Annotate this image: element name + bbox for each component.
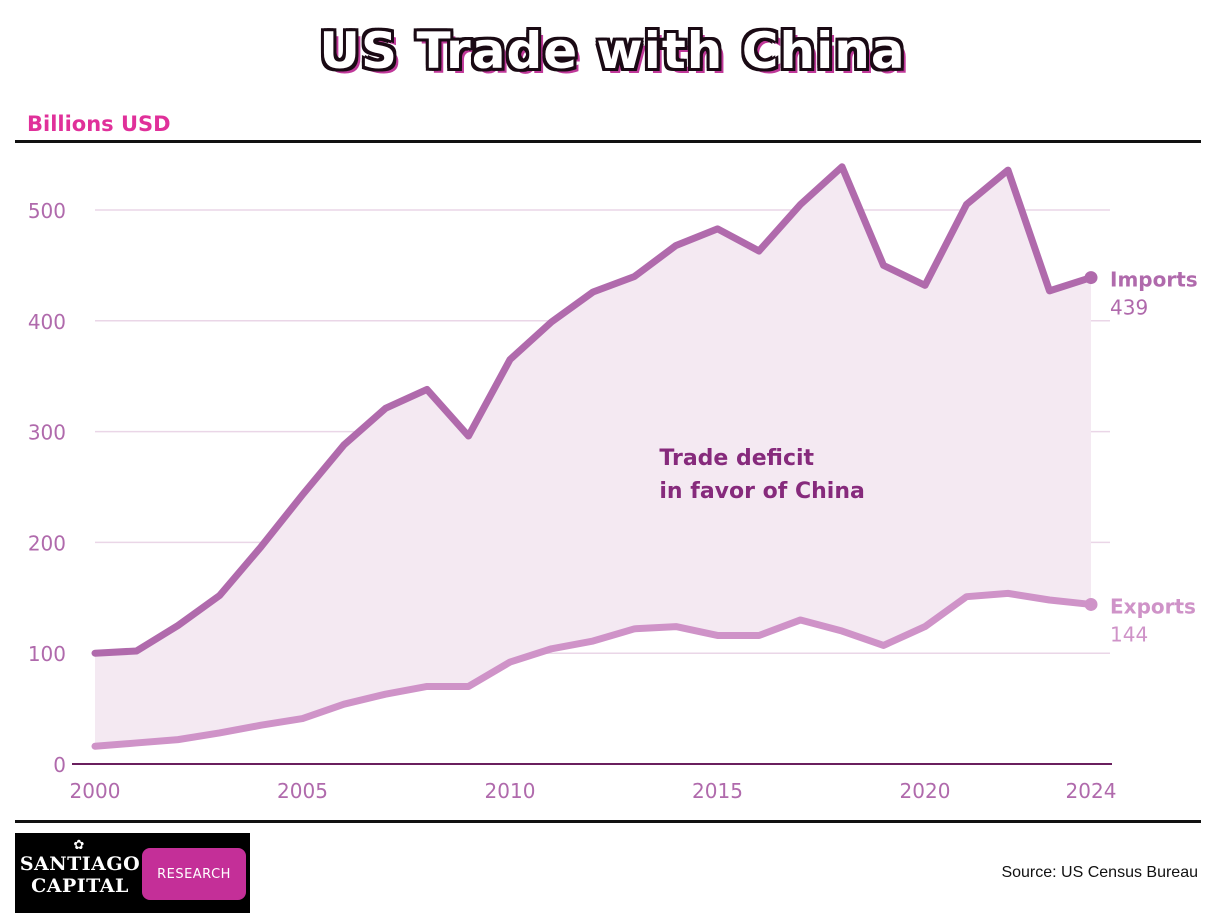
y-tick-label-100: 100 — [28, 642, 66, 666]
y-tick-label-200: 200 — [28, 531, 66, 555]
santiago-capital-logo: ✿ SANTIAGO CAPITAL RESEARCH — [15, 833, 250, 913]
imports-end-value: 439 — [1110, 296, 1148, 320]
x-tick-label-2000: 2000 — [70, 779, 121, 803]
x-tick-label-2005: 2005 — [277, 779, 328, 803]
exports-end-value: 144 — [1110, 622, 1148, 646]
x-tick-label-2020: 2020 — [900, 779, 951, 803]
exports-line — [91, 589, 1095, 750]
imports-series-label: Imports — [1110, 268, 1198, 292]
x-tick-label-2024: 2024 — [1066, 779, 1117, 803]
chart-title: US Trade with China — [319, 22, 906, 80]
units-label: Billions USD — [27, 112, 171, 136]
bottom-rule — [15, 820, 1201, 823]
x-tick-label-2015: 2015 — [692, 779, 743, 803]
y-tick-label-400: 400 — [28, 310, 66, 334]
y-tick-label-300: 300 — [28, 421, 66, 445]
logo-line1: SANTIAGO — [19, 853, 141, 875]
source-note: Source: US Census Bureau — [1001, 864, 1198, 881]
annotation-line-2: in favor of China — [659, 479, 864, 504]
research-badge: RESEARCH — [142, 848, 246, 900]
logo-wordmark: SANTIAGO CAPITAL — [19, 853, 141, 897]
exports-series-label: Exports — [1110, 594, 1196, 618]
y-tick-label-500: 500 — [28, 199, 66, 223]
annotation-line-1: Trade deficit — [659, 446, 814, 471]
y-tick-label-0: 0 — [53, 753, 66, 777]
deficit-area — [95, 166, 1091, 747]
exports-end-dot — [1084, 597, 1098, 611]
imports-end-dot — [1084, 271, 1098, 285]
imports-line — [91, 163, 1095, 657]
top-rule — [15, 140, 1201, 143]
shell-icon: ✿ — [73, 838, 85, 853]
x-tick-label-2010: 2010 — [485, 779, 536, 803]
logo-line2: CAPITAL — [31, 875, 129, 897]
